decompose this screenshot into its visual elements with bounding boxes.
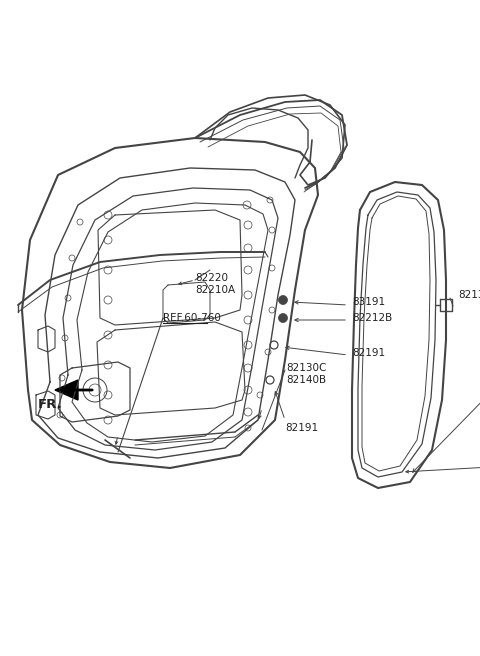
Text: 82212B: 82212B bbox=[352, 313, 392, 323]
Text: 82210A: 82210A bbox=[195, 285, 235, 295]
Circle shape bbox=[278, 295, 288, 304]
Text: 82140B: 82140B bbox=[286, 375, 326, 385]
Text: 82130C: 82130C bbox=[286, 363, 326, 373]
Text: FR.: FR. bbox=[38, 398, 63, 411]
Text: 82220: 82220 bbox=[195, 273, 228, 283]
Polygon shape bbox=[55, 380, 78, 400]
Text: 82191: 82191 bbox=[285, 423, 318, 433]
Text: 82134: 82134 bbox=[458, 290, 480, 300]
Text: REF.60-760: REF.60-760 bbox=[163, 313, 221, 323]
Circle shape bbox=[278, 314, 288, 323]
Text: 83191: 83191 bbox=[352, 297, 385, 307]
Text: 82191: 82191 bbox=[352, 348, 385, 358]
